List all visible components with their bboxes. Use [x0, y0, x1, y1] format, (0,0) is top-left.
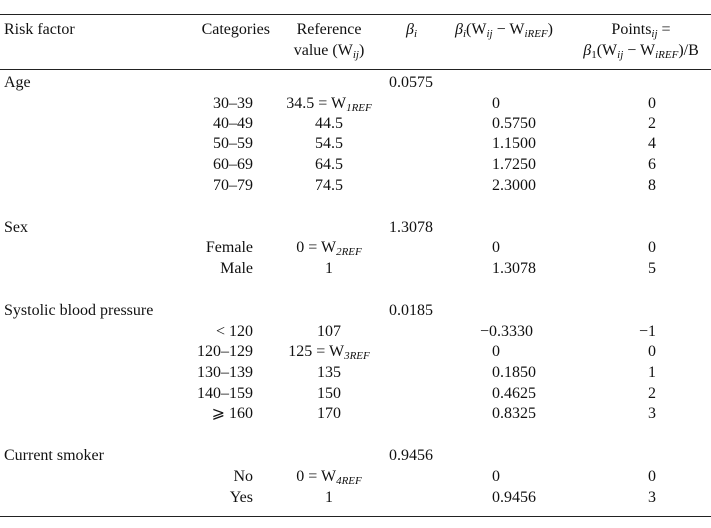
table-row-points: 6 [648, 155, 656, 175]
table-row-difference: 0.4625 [492, 384, 536, 404]
table-row-category: 40–49 [213, 114, 253, 134]
table-row-difference: 0 [492, 467, 500, 487]
group-name-current-smoker: Current smoker [4, 446, 104, 466]
group-beta-systolic-blood-pressure: 0.0185 [389, 301, 433, 321]
table-row-points: 2 [648, 384, 656, 404]
table-row-category: 140–159 [197, 384, 253, 404]
header-categories: Categories [202, 20, 270, 40]
header-reference-line2: value (Wij) [294, 41, 365, 61]
table-row-category: 30–39 [213, 94, 253, 114]
table-row-points: 0 [648, 94, 656, 114]
table-row-category: 130–139 [197, 363, 253, 383]
table-row-difference: 0 [492, 238, 500, 258]
table-row-reference: 150 [317, 384, 341, 404]
header-beta: βi [406, 20, 417, 40]
table-row-difference: 0.5750 [492, 114, 536, 134]
table-row-points: 4 [648, 134, 656, 154]
table-row-reference: 135 [317, 363, 341, 383]
table-row-category: 60–69 [213, 155, 253, 175]
table-row-difference: 1.1500 [492, 134, 536, 154]
table-row-reference: 0 = W2REF [296, 238, 362, 258]
table-row-difference: 1.7250 [492, 155, 536, 175]
table-row-category: 70–79 [213, 176, 253, 196]
group-name-sex: Sex [4, 218, 28, 238]
group-beta-age: 0.0575 [389, 73, 433, 93]
table-row-difference: 0 [492, 94, 500, 114]
header-risk-factor: Risk factor [4, 20, 75, 40]
table-row-reference: 125 = W3REF [288, 342, 370, 362]
table-row-reference: 54.5 [315, 134, 343, 154]
table-row-category: ⩾ 160 [212, 404, 253, 424]
table-row-difference: 0 [492, 342, 500, 362]
table-row-category: 120–129 [197, 342, 253, 362]
table-row-category: Female [206, 238, 253, 258]
table-row-points: 0 [648, 467, 656, 487]
table-row-reference: 74.5 [315, 176, 343, 196]
table-row-points: 0 [648, 342, 656, 362]
table-row-category: Yes [230, 488, 253, 508]
table-row-points: 3 [648, 488, 656, 508]
table-row-difference: 2.3000 [492, 176, 536, 196]
group-name-systolic-blood-pressure: Systolic blood pressure [4, 301, 153, 321]
table-row-difference: −0.3330 [480, 322, 533, 342]
table-row-points: −1 [639, 322, 656, 342]
table-header-rule [0, 69, 711, 70]
table-row-difference: 0.1850 [492, 363, 536, 383]
group-beta-sex: 1.3078 [389, 218, 433, 238]
table-row-reference: 1 [325, 259, 333, 279]
table-row-reference: 170 [317, 404, 341, 424]
table-row-difference: 0.9456 [492, 488, 536, 508]
table-row-reference: 64.5 [315, 155, 343, 175]
table-row-reference: 34.5 = W1REF [286, 94, 372, 114]
table-row-reference: 1 [325, 488, 333, 508]
table-row-reference: 107 [317, 322, 341, 342]
table-row-points: 8 [648, 176, 656, 196]
header-difference: βi(Wij − WiREF) [455, 20, 553, 40]
table-row-points: 5 [648, 259, 656, 279]
table-row-reference: 44.5 [315, 114, 343, 134]
table-top-rule [0, 14, 711, 15]
group-name-age: Age [4, 73, 31, 93]
table-row-category: 50–59 [213, 134, 253, 154]
group-beta-current-smoker: 0.9456 [389, 446, 433, 466]
table-row-reference: 0 = W4REF [296, 467, 362, 487]
table-row-difference: 1.3078 [492, 259, 536, 279]
table-row-category: No [233, 467, 253, 487]
table-row-points: 0 [648, 238, 656, 258]
header-reference-line1: Reference [297, 20, 362, 40]
table-row-points: 2 [648, 114, 656, 134]
table-row-category: < 120 [216, 322, 253, 342]
table-row-difference: 0.8325 [492, 404, 536, 424]
table-bottom-rule [0, 516, 711, 517]
header-points-line2: β1(Wij − WiREF)/B [583, 41, 699, 61]
header-points-line1: Pointsij = [611, 20, 670, 40]
table-row-category: Male [220, 259, 253, 279]
table-row-points: 3 [648, 404, 656, 424]
table-row-points: 1 [648, 363, 656, 383]
